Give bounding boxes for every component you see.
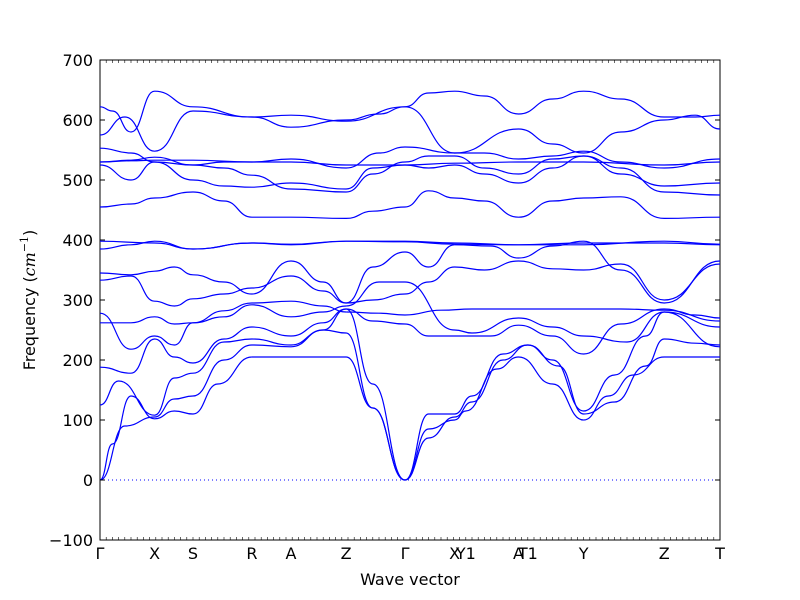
phonon-band-line xyxy=(99,90,721,133)
x-tick-label: R xyxy=(246,544,257,563)
y-axis-label-unit: cm xyxy=(20,252,39,276)
x-axis-label: Wave vector xyxy=(360,570,460,589)
x-tick-label: A xyxy=(513,544,524,563)
phonon-band-line xyxy=(404,338,721,481)
phonon-band-line xyxy=(346,308,721,355)
y-tick-label: 500 xyxy=(62,171,93,190)
phonon-band-line xyxy=(99,159,721,166)
y-tick-label: 0 xyxy=(83,471,93,490)
x-tick-label: Z xyxy=(659,544,670,563)
y-tick-label: 300 xyxy=(62,291,93,310)
y-tick-label: −100 xyxy=(49,531,93,550)
x-tick-label: Z xyxy=(341,544,352,563)
phonon-band-line xyxy=(99,190,721,220)
phonon-band-line xyxy=(583,356,720,421)
x-tick-label: Γ xyxy=(401,544,410,563)
y-tick-label: 100 xyxy=(62,411,93,430)
y-tick-label: 600 xyxy=(62,111,93,130)
phonon-band-line xyxy=(99,329,406,481)
y-axis-label: Frequency (cm−1) xyxy=(18,230,39,371)
phonon-band-line xyxy=(100,300,347,325)
phonon-band-line xyxy=(346,281,721,348)
phonon-band-line xyxy=(99,240,721,250)
y-tick-label: 400 xyxy=(62,231,93,250)
phonon-band-line xyxy=(454,240,721,304)
phonon-band-line xyxy=(192,356,252,415)
x-tick-label: T1 xyxy=(517,544,538,563)
plot-area xyxy=(99,59,721,541)
phonon-band-line xyxy=(99,308,347,374)
y-tick-label: 200 xyxy=(62,351,93,370)
x-tick-label: Γ xyxy=(96,544,105,563)
phonon-band-line xyxy=(99,244,455,307)
x-tick-label: X xyxy=(149,544,160,563)
phonon-band-line xyxy=(346,308,721,322)
y-tick-label: 700 xyxy=(62,51,93,70)
y-axis-label-exp: −1 xyxy=(18,236,31,252)
y-axis-label-suffix: ) xyxy=(20,230,39,236)
x-axis-ticks: Γ X S R A Z Γ XY1 AT1 Y Z T xyxy=(96,60,725,563)
y-axis-ticks: −100 0 100 200 300 400 500 600 700 xyxy=(49,51,720,550)
x-tick-label: A xyxy=(285,544,296,563)
phonon-band-line xyxy=(99,395,194,481)
x-tick-label: Y xyxy=(578,544,589,563)
x-tick-label: S xyxy=(188,544,198,563)
phonon-band-line xyxy=(99,308,347,416)
x-tick-label: Y1 xyxy=(455,544,476,563)
phonon-bands xyxy=(99,90,721,481)
y-axis-label-prefix: Frequency ( xyxy=(20,276,39,370)
phonon-band-line xyxy=(345,308,721,481)
phonon-band-line xyxy=(99,260,721,304)
x-tick-label: X xyxy=(449,544,460,563)
phonon-band-line xyxy=(99,304,347,350)
x-tick-label: T xyxy=(714,544,725,563)
